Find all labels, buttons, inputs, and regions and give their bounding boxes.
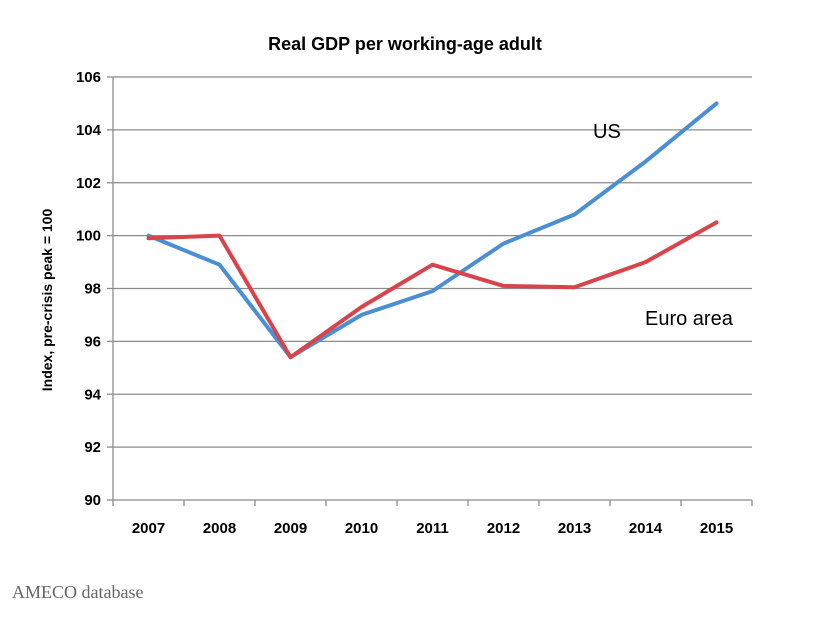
series-label-us: US [593,121,621,143]
x-tick-label: 2014 [629,520,663,537]
x-tick-label: 2008 [203,520,236,537]
x-tick-label: 2015 [700,520,733,537]
y-tick-label: 106 [76,69,101,86]
y-tick-label: 104 [76,122,102,139]
line-chart: Real GDP per working-age adult 909294969… [39,34,753,537]
x-tick-label: 2012 [487,520,520,537]
x-tick-label: 2010 [345,520,378,537]
x-tick-label: 2013 [558,520,591,537]
y-tick-labels: 90 92 94 96 98 100 102 104 106 [76,69,102,509]
y-tick-label: 102 [76,175,101,192]
series-label-euro-area: Euro area [645,308,734,330]
axes [107,76,753,506]
series-lines [146,101,719,360]
series-line-euro-area [146,220,719,360]
y-axis-label: Index, pre-crisis peak = 100 [39,209,55,392]
series-line-us [146,101,719,360]
x-tick-label: 2011 [416,520,449,537]
y-tick-label: 100 [76,228,101,245]
y-tick-label: 96 [84,333,101,350]
x-tick-label: 2007 [132,520,165,537]
chart-title: Real GDP per working-age adult [268,34,542,54]
x-tick-label: 2009 [274,520,307,537]
x-tick-labels: 2007 2008 2009 2010 2011 2012 2013 2014 2015 [132,520,733,537]
y-tick-label: 94 [84,386,101,403]
y-tick-label: 98 [84,281,101,298]
y-tick-label: 90 [84,492,101,509]
y-tick-label: 92 [84,439,101,456]
source-note: AMECO database [12,582,144,602]
